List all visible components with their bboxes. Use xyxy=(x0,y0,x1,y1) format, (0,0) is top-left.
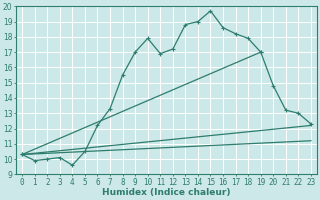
X-axis label: Humidex (Indice chaleur): Humidex (Indice chaleur) xyxy=(102,188,231,197)
